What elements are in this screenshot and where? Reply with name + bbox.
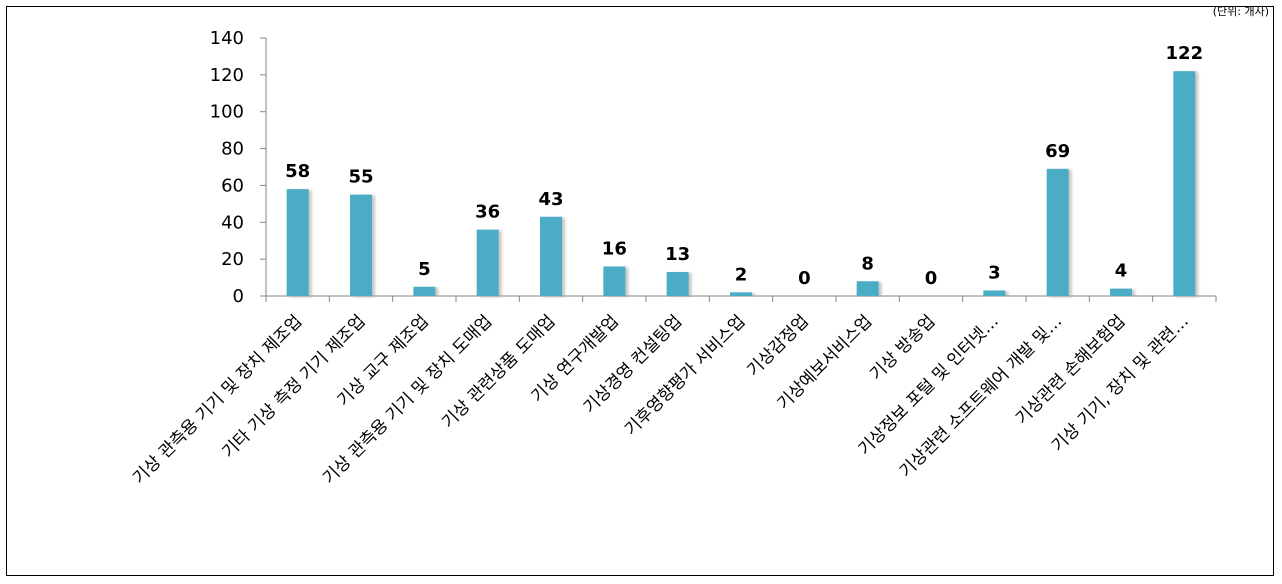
bar bbox=[413, 286, 436, 296]
data-label: 2 bbox=[735, 264, 748, 285]
data-label: 8 bbox=[861, 253, 874, 274]
bar bbox=[286, 189, 309, 296]
bar bbox=[856, 281, 879, 296]
data-label: 3 bbox=[988, 262, 1001, 283]
y-tick-label: 20 bbox=[221, 249, 244, 270]
data-label: 13 bbox=[665, 244, 690, 265]
bar bbox=[1046, 168, 1069, 296]
data-label: 0 bbox=[798, 268, 811, 289]
data-label: 4 bbox=[1115, 261, 1128, 282]
data-label: 69 bbox=[1045, 141, 1070, 162]
bar bbox=[540, 216, 562, 296]
x-tick-label: 기상 관련상품 도매업 bbox=[438, 311, 559, 432]
y-tick-label: 60 bbox=[221, 175, 244, 196]
y-tick-label: 140 bbox=[210, 28, 244, 49]
bar bbox=[1110, 288, 1132, 296]
y-tick-label: 120 bbox=[210, 65, 244, 86]
bar bbox=[476, 229, 499, 296]
data-label: 16 bbox=[602, 239, 627, 260]
y-tick-label: 100 bbox=[210, 102, 244, 123]
data-label: 122 bbox=[1166, 43, 1204, 64]
bar bbox=[666, 272, 689, 296]
data-label: 5 bbox=[418, 259, 431, 280]
x-tick-label: 기상관련 손해보험업 bbox=[1012, 311, 1130, 429]
data-label: 55 bbox=[348, 167, 373, 188]
bar bbox=[983, 290, 1006, 296]
bar bbox=[603, 266, 626, 296]
bar bbox=[350, 194, 372, 296]
data-label: 0 bbox=[925, 268, 938, 289]
y-tick-label: 80 bbox=[221, 139, 244, 160]
unit-note: (단위: 개사) bbox=[1212, 5, 1269, 18]
data-label: 36 bbox=[475, 202, 500, 223]
x-tick-label: 기후영향평가 서비스업 bbox=[621, 311, 750, 440]
chart-frame: (단위: 개사) bbox=[6, 5, 1274, 576]
y-tick-label: 40 bbox=[221, 212, 244, 233]
bar bbox=[1173, 71, 1196, 297]
y-tick-label: 0 bbox=[233, 286, 244, 307]
bar bbox=[730, 292, 752, 296]
bars bbox=[286, 71, 1196, 297]
data-label: 58 bbox=[285, 161, 310, 182]
data-label: 43 bbox=[538, 189, 563, 210]
